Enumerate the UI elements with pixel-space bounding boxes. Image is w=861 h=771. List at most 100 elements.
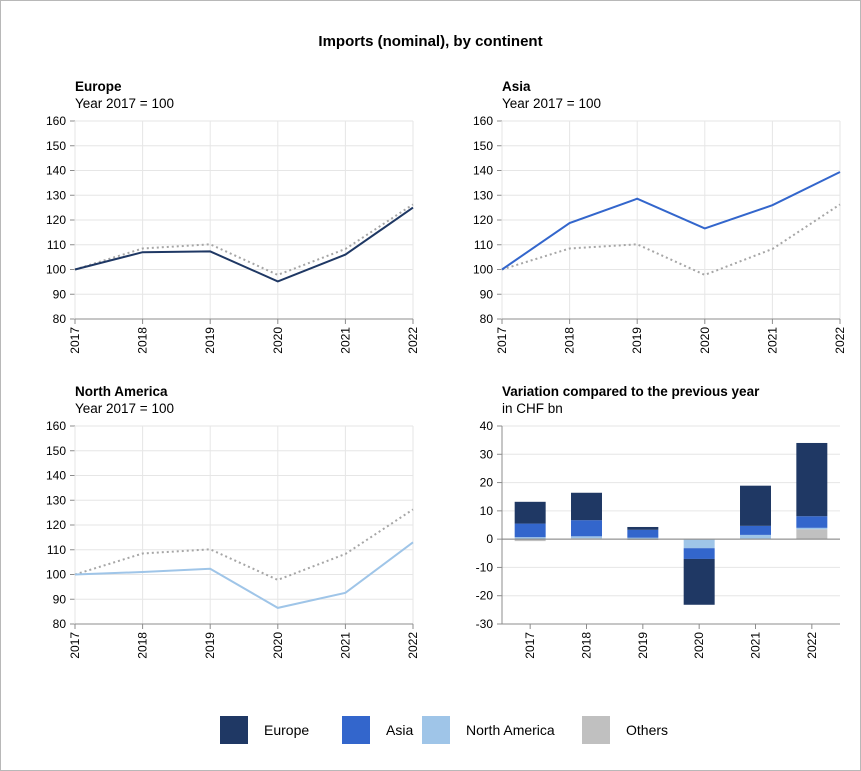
europe-chart-ytick-label: 140 bbox=[46, 164, 66, 178]
panel-title-asia: Asia bbox=[502, 79, 531, 94]
asia-chart-ytick-label: 90 bbox=[480, 287, 494, 301]
legend-item-others: Others bbox=[582, 716, 668, 744]
north-america-chart-xtick-label: 2020 bbox=[271, 632, 285, 659]
north-america-chart-xtick-label: 2021 bbox=[338, 632, 352, 659]
legend: Europe Asia North America Others bbox=[0, 716, 861, 744]
variation-chart-bar-asia bbox=[514, 523, 546, 538]
panel-subtitle-variation: in CHF bn bbox=[502, 401, 563, 416]
variation-chart-bar-asia bbox=[571, 520, 602, 537]
north-america-chart-series-line bbox=[74, 541, 414, 609]
panel-title-north-america: North America bbox=[75, 384, 168, 399]
variation-chart-ytick-label: -10 bbox=[476, 560, 494, 574]
asia-chart-xtick-label: 2020 bbox=[698, 327, 712, 354]
asia-chart-ytick-label: 160 bbox=[473, 114, 493, 128]
variation-chart-ytick-label: -30 bbox=[476, 617, 494, 631]
variation-chart-bar-others bbox=[514, 539, 546, 542]
europe-chart-ytick-label: 100 bbox=[46, 263, 66, 277]
north-america-chart-ytick-label: 120 bbox=[46, 518, 66, 532]
variation-chart-xtick-label: 2022 bbox=[805, 632, 819, 659]
asia-chart-ytick-label: 120 bbox=[473, 213, 493, 227]
north-america-chart-ytick-label: 80 bbox=[53, 617, 67, 631]
variation-chart-ytick-label: 40 bbox=[480, 419, 494, 433]
europe-chart-ytick-label: 150 bbox=[46, 139, 66, 153]
asia-chart-ytick-label: 140 bbox=[473, 164, 493, 178]
europe-chart-ytick-label: 120 bbox=[46, 213, 66, 227]
legend-label-north-america: North America bbox=[466, 722, 555, 738]
europe-chart-reference-line bbox=[74, 203, 414, 276]
legend-item-asia: Asia bbox=[342, 716, 413, 744]
variation-chart-xtick-label: 2021 bbox=[749, 632, 763, 659]
asia-chart-ytick-label: 130 bbox=[473, 188, 493, 202]
north-america-chart-ytick-label: 100 bbox=[46, 568, 66, 582]
variation-chart-bar-north-america bbox=[796, 527, 828, 530]
variation-chart-ytick-label: 0 bbox=[486, 532, 493, 546]
panel-title-variation: Variation compared to the previous year bbox=[502, 384, 760, 399]
north-america-chart-ytick-label: 160 bbox=[46, 419, 66, 433]
variation-chart-bar-asia bbox=[740, 525, 771, 535]
legend-item-europe: Europe bbox=[220, 716, 309, 744]
variation-chart-ytick-label: 30 bbox=[480, 447, 494, 461]
asia-chart-ytick-label: 150 bbox=[473, 139, 493, 153]
europe-chart-ytick-label: 90 bbox=[53, 287, 67, 301]
europe-chart-xtick-label: 2017 bbox=[68, 327, 82, 354]
legend-label-asia: Asia bbox=[386, 722, 414, 738]
north-america-chart-xtick-label: 2017 bbox=[68, 632, 82, 659]
north-america-chart-xtick-label: 2022 bbox=[406, 632, 420, 659]
panel-subtitle-north-america: Year 2017 = 100 bbox=[75, 401, 174, 416]
asia-chart-ytick-label: 100 bbox=[473, 263, 493, 277]
legend-swatch-europe bbox=[220, 716, 248, 744]
variation-chart-bar-north-america bbox=[740, 534, 771, 539]
legend-label-others: Others bbox=[626, 722, 669, 738]
variation-chart-bar-europe bbox=[740, 485, 771, 526]
variation-chart-bar-others bbox=[796, 529, 828, 540]
variation-chart-xtick-label: 2019 bbox=[636, 632, 650, 659]
europe-chart-ytick-label: 80 bbox=[53, 312, 67, 326]
north-america-chart-ytick-label: 110 bbox=[47, 543, 66, 557]
legend-swatch-others bbox=[582, 716, 610, 744]
variation-chart-bar-europe bbox=[514, 501, 546, 524]
europe-chart-ytick-label: 110 bbox=[47, 238, 66, 252]
legend-item-north-america: North America bbox=[422, 716, 555, 744]
variation-chart-bar-north-america bbox=[571, 536, 602, 539]
europe-chart-ytick-label: 160 bbox=[46, 114, 66, 128]
variation-chart-ytick-label: 20 bbox=[480, 476, 494, 490]
variation-chart-bar-europe bbox=[627, 526, 659, 530]
asia-chart-xtick-label: 2018 bbox=[563, 327, 577, 354]
legend-swatch-asia bbox=[342, 716, 370, 744]
variation-chart-bar-north-america bbox=[514, 537, 546, 540]
europe-chart-xtick-label: 2020 bbox=[271, 327, 285, 354]
variation-chart-xtick-label: 2020 bbox=[692, 632, 706, 659]
asia-chart-series-line bbox=[501, 171, 841, 271]
variation-chart-xtick-label: 2018 bbox=[580, 632, 594, 659]
panel-title-europe: Europe bbox=[75, 79, 122, 94]
legend-label-europe: Europe bbox=[264, 722, 310, 738]
variation-chart-xtick-label: 2017 bbox=[523, 632, 537, 659]
europe-chart-xtick-label: 2019 bbox=[203, 327, 217, 354]
europe-chart-ytick-label: 130 bbox=[46, 188, 66, 202]
variation-chart-bar-asia bbox=[796, 516, 828, 528]
europe-chart-xtick-label: 2018 bbox=[136, 327, 150, 354]
asia-chart-xtick-label: 2022 bbox=[833, 327, 847, 354]
page-title: Imports (nominal), by continent bbox=[318, 33, 543, 50]
north-america-chart-ytick-label: 150 bbox=[46, 444, 66, 458]
variation-chart-bar-europe bbox=[796, 442, 828, 517]
variation-chart-bar-asia bbox=[627, 529, 659, 538]
europe-chart-series-line bbox=[74, 206, 414, 283]
north-america-chart-reference-line bbox=[74, 508, 414, 581]
asia-chart-xtick-label: 2019 bbox=[630, 327, 644, 354]
north-america-chart-xtick-label: 2018 bbox=[136, 632, 150, 659]
asia-chart-xtick-label: 2017 bbox=[495, 327, 509, 354]
asia-chart-ytick-label: 80 bbox=[480, 312, 494, 326]
panel-subtitle-asia: Year 2017 = 100 bbox=[502, 96, 601, 111]
north-america-chart-xtick-label: 2019 bbox=[203, 632, 217, 659]
variation-chart-bar-north-america bbox=[627, 537, 659, 540]
asia-chart-ytick-label: 110 bbox=[474, 238, 493, 252]
variation-chart-bar-europe bbox=[683, 558, 715, 605]
variation-chart-ytick-label: -20 bbox=[476, 589, 494, 603]
north-america-chart-ytick-label: 140 bbox=[46, 469, 66, 483]
north-america-chart-ytick-label: 90 bbox=[53, 592, 67, 606]
legend-swatch-north-america bbox=[422, 716, 450, 744]
asia-chart-reference-line bbox=[501, 203, 841, 276]
europe-chart-xtick-label: 2022 bbox=[406, 327, 420, 354]
